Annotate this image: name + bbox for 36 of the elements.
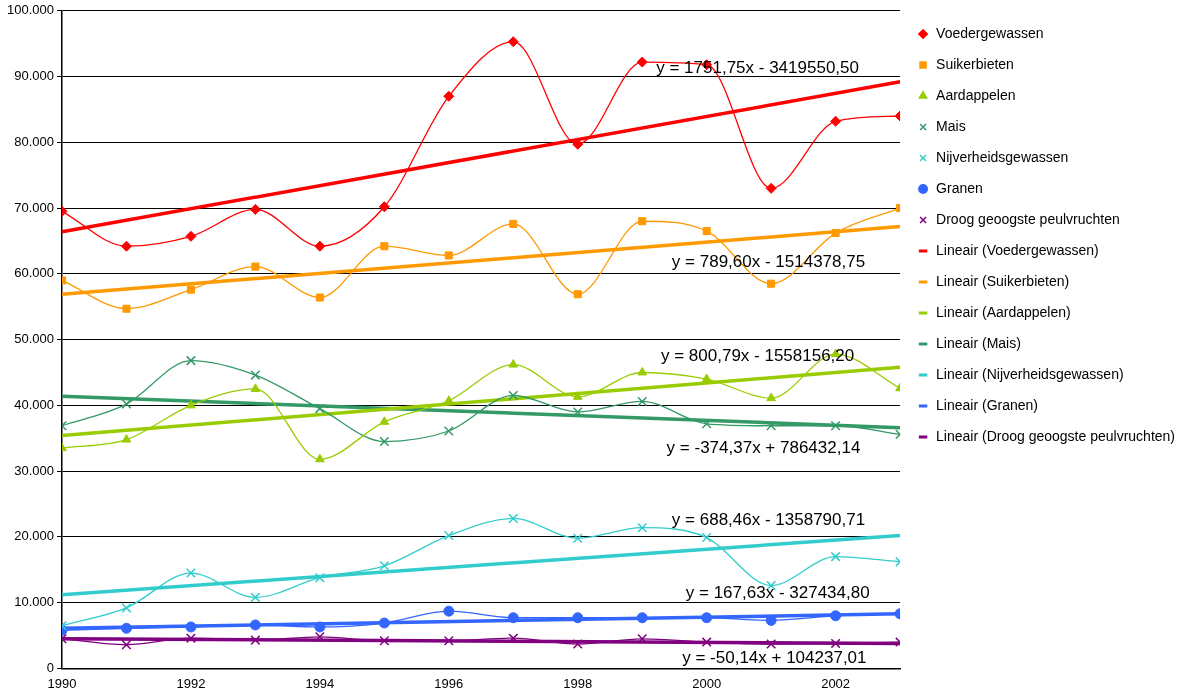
y-tick-label: 100.000 xyxy=(6,2,54,18)
annotation: y = -374,37x + 786432,14 xyxy=(666,437,861,457)
y-tick-label: 10.000 xyxy=(14,594,54,610)
x-tick-label: 1992 xyxy=(176,675,206,691)
legend-label: Aardappelen xyxy=(936,86,1016,103)
legend-label: Lineair (Granen) xyxy=(936,396,1039,413)
legend-label: Lineair (Voedergewassen) xyxy=(936,241,1099,258)
legend-label: Lineair (Suikerbieten) xyxy=(936,272,1070,289)
legend-label: Mais xyxy=(936,117,966,134)
legend-label: Suikerbieten xyxy=(936,55,1014,72)
x-tick-label: 1990 xyxy=(47,675,77,691)
y-tick-label: 70.000 xyxy=(14,199,54,215)
y-tick-label: 0 xyxy=(46,659,54,675)
legend-label: Lineair (Nijverheidsgewassen) xyxy=(936,365,1124,382)
legend-label: Lineair (Droog geoogste peulvruchten) xyxy=(936,427,1176,444)
legend-label: Droog geoogste peulvruchten xyxy=(936,210,1120,227)
legend-label: Nijverheidsgewassen xyxy=(936,148,1069,165)
annotation: y = 167,63x - 327434,80 xyxy=(685,583,870,603)
y-tick-label: 40.000 xyxy=(14,396,54,412)
y-tick-label: 90.000 xyxy=(14,68,54,84)
annotation: y = -50,14x + 104237,01 xyxy=(682,648,867,668)
y-tick-label: 50.000 xyxy=(14,331,54,347)
y-tick-label: 30.000 xyxy=(14,462,54,478)
legend-label: Lineair (Aardappelen) xyxy=(936,303,1071,320)
y-tick-label: 20.000 xyxy=(14,528,54,544)
x-tick-label: 1994 xyxy=(305,675,335,691)
x-tick-label: 1998 xyxy=(563,675,593,691)
legend-label: Voedergewassen xyxy=(936,24,1044,41)
annotation: y = 688,46x - 1358790,71 xyxy=(671,510,866,530)
y-tick-label: 80.000 xyxy=(14,133,54,149)
x-tick-label: 2002 xyxy=(821,675,851,691)
legend-label: Granen xyxy=(936,179,983,196)
y-tick-label: 60.000 xyxy=(14,265,54,281)
legend-label: Lineair (Mais) xyxy=(936,334,1021,351)
x-tick-label: 2000 xyxy=(692,675,722,691)
x-tick-label: 1996 xyxy=(434,675,464,691)
